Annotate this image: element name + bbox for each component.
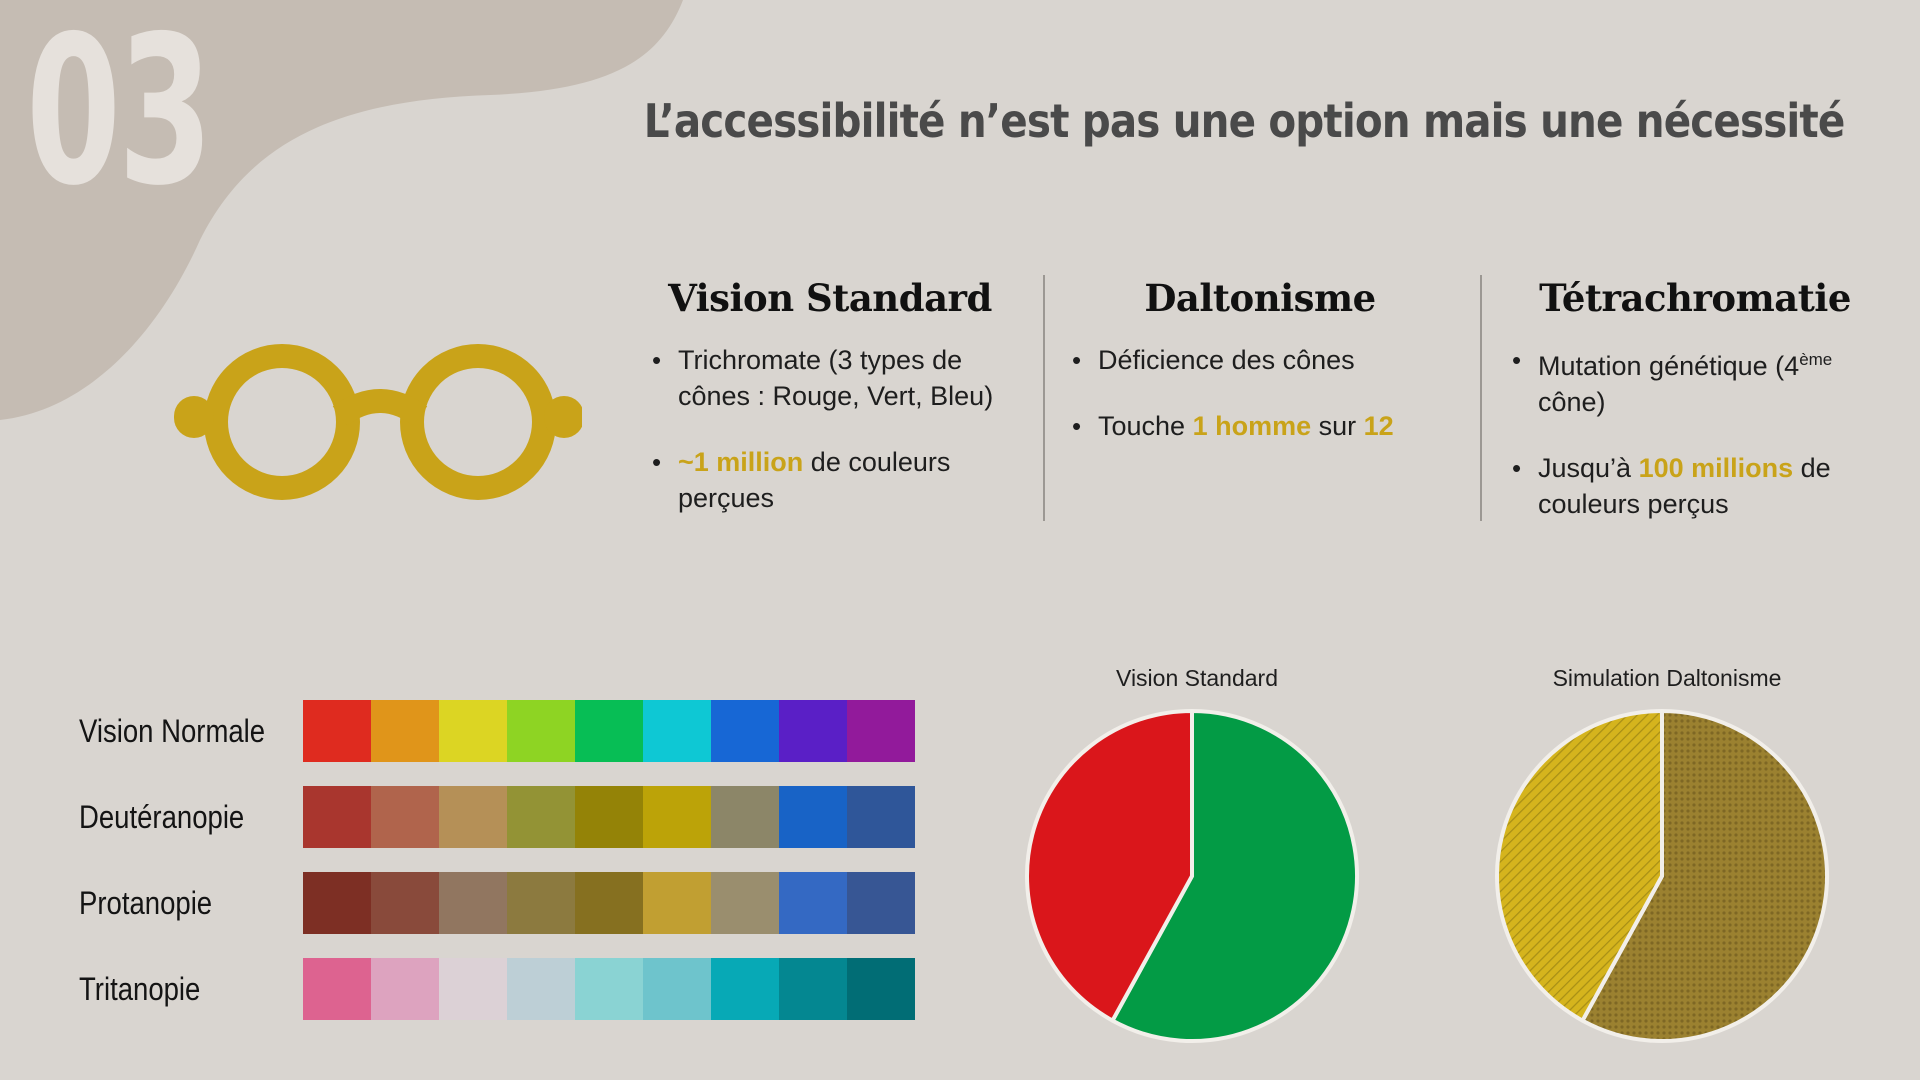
color-swatch <box>303 958 371 1020</box>
color-swatch <box>711 958 779 1020</box>
color-swatch <box>847 872 915 934</box>
color-swatch <box>371 786 439 848</box>
color-swatch <box>643 786 711 848</box>
slide-number: 03 <box>26 0 213 231</box>
swatch-row-label: Deutéranopie <box>79 799 245 835</box>
color-swatch <box>711 786 779 848</box>
column-daltonisme: Daltonisme Déficience des cônes Touche 1 … <box>1070 276 1450 474</box>
color-swatch <box>371 872 439 934</box>
bullet-list: Déficience des cônes Touche 1 homme sur 1… <box>1070 342 1450 444</box>
column-title: Vision Standard <box>668 276 992 320</box>
swatch-strip <box>303 700 915 762</box>
bullet-item: Touche 1 homme sur 12 <box>1070 408 1450 444</box>
pie-title-simulation-daltonisme: Simulation Daltonisme <box>1552 665 1782 691</box>
column-divider <box>1480 275 1482 521</box>
color-swatch <box>643 958 711 1020</box>
color-swatch <box>779 958 847 1020</box>
highlight-text: ~1 million <box>678 447 804 477</box>
pie-chart-vision-standard <box>1025 709 1359 1043</box>
bullet-text: de couleurs perçus <box>1538 453 1831 519</box>
color-swatch <box>779 786 847 848</box>
bullet-item: Trichromate (3 types de cônes : Rouge, V… <box>650 342 1010 414</box>
color-swatch <box>575 958 643 1020</box>
bullet-text: Jusqu’à <box>1538 453 1639 483</box>
column-vision-standard: Vision Standard Trichromate (3 types de … <box>650 276 1010 546</box>
color-swatch <box>847 958 915 1020</box>
swatch-row-label: Protanopie <box>79 885 213 921</box>
column-tetrachromatie: Tétrachromatie Mutation génétique (4ème … <box>1510 276 1880 552</box>
color-swatch <box>847 700 915 762</box>
color-swatch <box>507 872 575 934</box>
bullet-list: Trichromate (3 types de cônes : Rouge, V… <box>650 342 1010 516</box>
color-swatch <box>371 958 439 1020</box>
color-swatch <box>711 700 779 762</box>
pie-slice <box>1110 709 1359 1043</box>
color-swatch <box>779 872 847 934</box>
bullet-text: Trichromate (3 types de cônes : Rouge, V… <box>678 345 994 411</box>
bullet-text: cône) <box>1538 387 1606 417</box>
color-swatch <box>847 786 915 848</box>
color-swatch <box>575 786 643 848</box>
color-swatch <box>575 872 643 934</box>
bullet-text: Touche <box>1098 411 1193 441</box>
color-swatch <box>439 958 507 1020</box>
bullet-text: ème <box>1799 350 1833 369</box>
column-title: Tétrachromatie <box>1539 276 1851 320</box>
color-swatch <box>575 700 643 762</box>
pie-chart-simulation-daltonisme <box>1495 709 1829 1043</box>
bullet-text: Mutation génétique (4 <box>1538 351 1800 381</box>
color-swatch <box>303 786 371 848</box>
color-swatch <box>371 700 439 762</box>
color-swatch <box>439 700 507 762</box>
color-swatch <box>507 700 575 762</box>
color-swatch <box>711 872 779 934</box>
swatch-strip <box>303 872 915 934</box>
bullet-text: de couleurs perçues <box>678 447 951 513</box>
color-swatch <box>507 786 575 848</box>
column-title: Daltonisme <box>1144 276 1376 320</box>
color-swatch <box>643 872 711 934</box>
pie-slice <box>1025 709 1194 1023</box>
glasses-icon <box>174 344 582 500</box>
pie-slice <box>1495 709 1664 1023</box>
background-blob <box>0 0 683 420</box>
color-swatch <box>643 700 711 762</box>
bullet-item: Jusqu’à 100 millions de couleurs perçus <box>1510 450 1880 522</box>
pie-slice <box>1580 709 1829 1043</box>
highlight-text: 12 <box>1363 411 1394 441</box>
color-swatch <box>439 786 507 848</box>
color-swatch <box>439 872 507 934</box>
color-swatch <box>303 872 371 934</box>
color-swatch <box>507 958 575 1020</box>
bullet-list: Mutation génétique (4ème cône) Jusqu’à 10… <box>1510 342 1880 522</box>
color-swatch <box>303 700 371 762</box>
bullet-item: Déficience des cônes <box>1070 342 1450 378</box>
bullet-text: Déficience des cônes <box>1098 345 1355 375</box>
bullet-text: sur <box>1311 411 1364 441</box>
column-divider <box>1043 275 1045 521</box>
swatch-strip <box>303 786 915 848</box>
highlight-text: 100 millions <box>1638 453 1794 483</box>
color-swatch <box>779 700 847 762</box>
swatch-strip <box>303 958 915 1020</box>
slide-title: L’accessibilité n’est pas une option mai… <box>643 94 1845 148</box>
highlight-text: 1 homme <box>1192 411 1312 441</box>
pie-title-vision-standard: Vision Standard <box>1116 665 1278 691</box>
swatch-row-label: Tritanopie <box>79 971 201 1007</box>
bullet-item: Mutation génétique (4ème cône) <box>1510 342 1880 420</box>
swatch-row-label: Vision Normale <box>79 713 266 749</box>
bullet-item: ~1 million de couleurs perçues <box>650 444 1010 516</box>
